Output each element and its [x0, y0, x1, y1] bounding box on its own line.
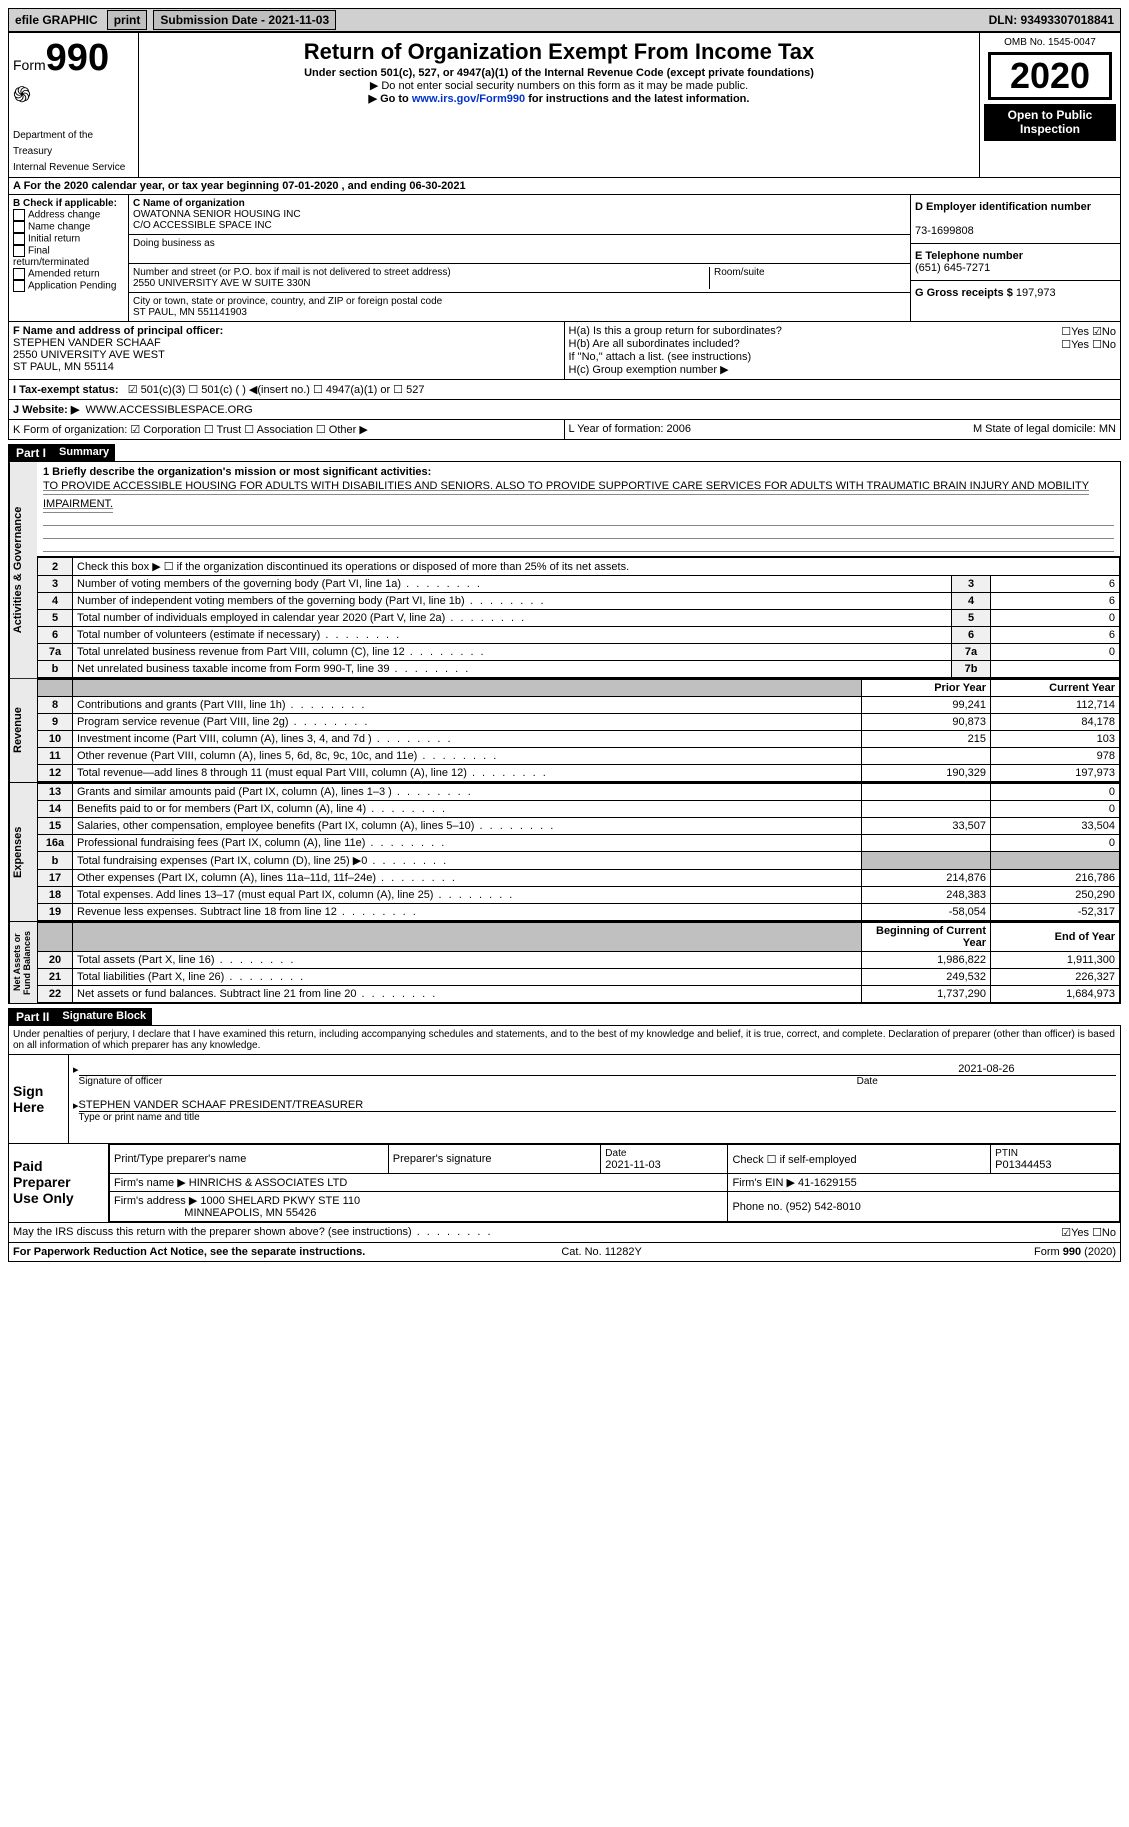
- governance-table: 2Check this box ▶ ☐ if the organization …: [37, 557, 1120, 678]
- part2-header: Part II Signature Block: [8, 1008, 1121, 1026]
- sub-date-button[interactable]: Submission Date - 2021-11-03: [153, 10, 336, 30]
- penalty-text: Under penalties of perjury, I declare th…: [8, 1026, 1121, 1055]
- top-bar: efile GRAPHIC print Submission Date - 20…: [8, 8, 1121, 32]
- mission: 1 Briefly describe the organization's mi…: [37, 462, 1120, 557]
- may-irs-row: May the IRS discuss this return with the…: [8, 1223, 1121, 1243]
- irs-seal-icon: ֍: [13, 82, 31, 107]
- netassets-table: Beginning of Current YearEnd of Year20To…: [37, 922, 1120, 1003]
- efile-label: efile GRAPHIC: [9, 11, 104, 29]
- sign-here-block: Sign Here ▸ 2021-08-26 Signature of offi…: [8, 1055, 1121, 1144]
- summary-netassets: Net Assets or Fund Balances Beginning of…: [8, 922, 1121, 1004]
- box-deg: D Employer identification number73-16998…: [910, 195, 1120, 321]
- box-h: H(a) Is this a group return for subordin…: [565, 322, 1121, 379]
- line-a: A For the 2020 calendar year, or tax yea…: [8, 178, 1121, 195]
- box-b: B Check if applicable: Address change Na…: [9, 195, 129, 321]
- section-fh: F Name and address of principal officer:…: [8, 322, 1121, 380]
- summary-governance: Activities & Governance 1 Briefly descri…: [8, 462, 1121, 679]
- instructions-link[interactable]: www.irs.gov/Form990: [412, 93, 525, 105]
- section-abcdefg: B Check if applicable: Address change Na…: [8, 195, 1121, 322]
- line-klm: K Form of organization: ☑ Corporation ☐ …: [8, 420, 1121, 440]
- form-title-cell: Return of Organization Exempt From Incom…: [139, 33, 980, 177]
- form-id-cell: Form990 ֍ Department of the Treasury Int…: [9, 33, 139, 177]
- summary-revenue: Revenue Prior YearCurrent Year8Contribut…: [8, 679, 1121, 783]
- line-i: I Tax-exempt status: ☑ 501(c)(3) ☐ 501(c…: [8, 380, 1121, 400]
- footer: For Paperwork Reduction Act Notice, see …: [8, 1243, 1121, 1262]
- form-header: Form990 ֍ Department of the Treasury Int…: [8, 32, 1121, 178]
- line-j: J Website: ▶ WWW.ACCESSIBLESPACE.ORG: [8, 400, 1121, 420]
- form-title: Return of Organization Exempt From Incom…: [143, 39, 975, 65]
- revenue-table: Prior YearCurrent Year8Contributions and…: [37, 679, 1120, 782]
- part1-header: Part I Summary: [8, 444, 1121, 462]
- expenses-table: 13Grants and similar amounts paid (Part …: [37, 783, 1120, 921]
- dln-label: DLN: 93493307018841: [983, 11, 1120, 29]
- summary-expenses: Expenses 13Grants and similar amounts pa…: [8, 783, 1121, 922]
- print-button[interactable]: print: [107, 10, 148, 30]
- box-f: F Name and address of principal officer:…: [9, 322, 565, 379]
- box-c: C Name of organization OWATONNA SENIOR H…: [129, 195, 910, 321]
- year-cell: OMB No. 1545-0047 2020 Open to Public In…: [980, 33, 1120, 177]
- preparer-block: Paid Preparer Use Only Print/Type prepar…: [8, 1144, 1121, 1223]
